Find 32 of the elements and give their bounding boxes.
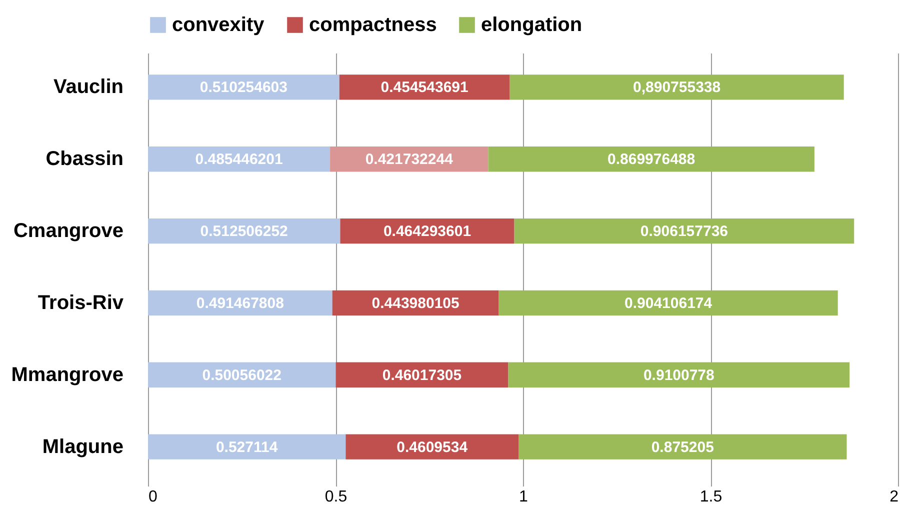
y-tick-label: Mlagune bbox=[42, 436, 124, 458]
data-label: 0.443980105 bbox=[372, 294, 460, 312]
y-tick-label: Vauclin bbox=[53, 76, 124, 98]
data-label: 0.421732244 bbox=[365, 151, 454, 168]
legend-label: convexity bbox=[172, 14, 266, 36]
x-tick-label: 2 bbox=[890, 488, 899, 506]
x-tick-label: 1.5 bbox=[700, 488, 722, 506]
data-label: 0.464293601 bbox=[383, 223, 472, 240]
y-tick-label: Trois-Riv bbox=[38, 292, 124, 314]
x-tick-label: 0 bbox=[148, 488, 158, 506]
x-tick-label: 0.5 bbox=[324, 488, 348, 506]
data-label: 0.485446201 bbox=[195, 151, 283, 168]
data-label: 0.454543691 bbox=[380, 79, 468, 96]
y-tick-label: Cmangrove bbox=[13, 220, 124, 242]
y-tick-label: Mmangrove bbox=[11, 364, 124, 386]
data-label: 0.527114 bbox=[216, 438, 278, 456]
legend-label: compactness bbox=[309, 14, 437, 36]
data-label: 0.9100778 bbox=[643, 366, 714, 384]
y-tick-label: Cbassin bbox=[46, 148, 124, 170]
data-label: 0.4609534 bbox=[396, 438, 468, 456]
data-label: 0.512506252 bbox=[200, 223, 288, 240]
data-label: 0.869976488 bbox=[608, 151, 696, 168]
legend-label: elongation bbox=[481, 14, 582, 36]
data-label: 0.906157736 bbox=[640, 223, 728, 240]
x-tick-label: 1 bbox=[519, 488, 528, 506]
data-label: 0.904106174 bbox=[624, 294, 713, 312]
data-label: 0.50056022 bbox=[202, 366, 282, 384]
data-label: 0.491467808 bbox=[196, 294, 284, 312]
data-label: 0.46017305 bbox=[382, 366, 462, 384]
data-label: 0.510254603 bbox=[200, 79, 288, 96]
data-label: 0.875205 bbox=[651, 438, 714, 456]
data-label: 0,890755338 bbox=[633, 79, 721, 96]
